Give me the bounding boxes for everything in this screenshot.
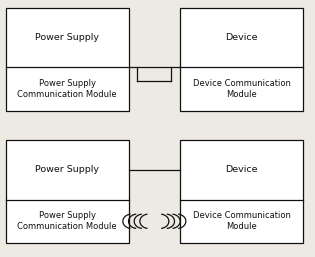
Text: Power Supply: Power Supply: [35, 33, 99, 42]
Text: Device Communication
Module: Device Communication Module: [193, 211, 290, 231]
Text: Device: Device: [225, 165, 258, 175]
Bar: [180, 140, 303, 243]
Text: Device Communication
Module: Device Communication Module: [193, 79, 290, 99]
Bar: [6, 8, 129, 111]
Text: Power Supply
Communication Module: Power Supply Communication Module: [17, 211, 117, 231]
Bar: [180, 8, 303, 111]
Text: Device: Device: [225, 33, 258, 42]
Text: Power Supply: Power Supply: [35, 165, 99, 175]
Bar: [6, 140, 129, 243]
Text: Power Supply
Communication Module: Power Supply Communication Module: [17, 79, 117, 99]
